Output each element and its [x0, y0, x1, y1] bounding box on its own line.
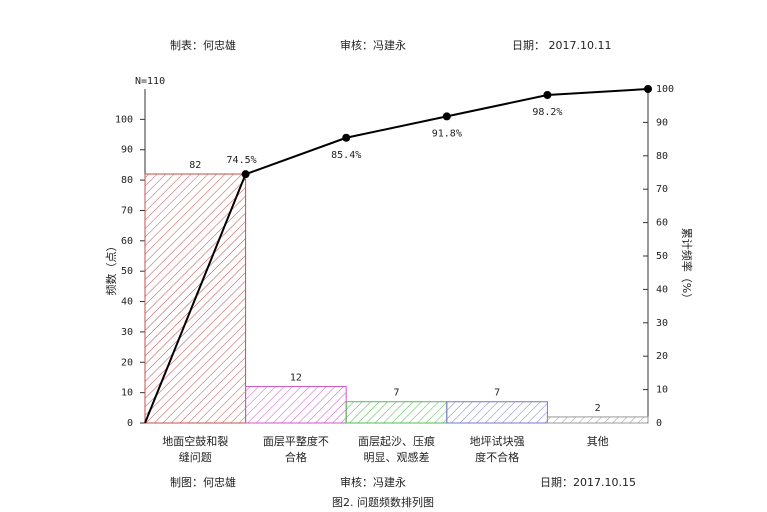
y-tick-label: 20 — [121, 357, 133, 368]
y2-tick-label: 0 — [656, 418, 662, 429]
bar — [546, 416, 649, 424]
y-tick-label: 0 — [127, 418, 133, 429]
y-axis-label: 频数（点） — [104, 241, 118, 296]
bar-value-label: 7 — [494, 388, 500, 399]
y2-tick-label: 60 — [656, 218, 668, 229]
x-tick-label: 地面空鼓和裂 — [162, 434, 228, 448]
x-tick-label: 合格 — [285, 450, 307, 464]
y2-tick-label: 10 — [656, 385, 668, 396]
y-tick-label: 60 — [121, 236, 133, 247]
cumulative-value-label: 91.8% — [432, 128, 462, 139]
y2-tick-label: 70 — [656, 184, 668, 195]
y-tick-label: 10 — [121, 388, 133, 399]
y2-tick-label: 50 — [656, 251, 668, 262]
cumulative-value-label: 98.2% — [532, 107, 562, 118]
x-tick-label: 缝问题 — [179, 450, 212, 464]
y2-tick-label: 80 — [656, 151, 668, 162]
cumulative-line — [144, 88, 649, 424]
y-tick-label: 70 — [121, 205, 133, 216]
y-tick-label: 100 — [115, 114, 133, 125]
y2-tick-label: 30 — [656, 318, 668, 329]
y-tick-label: 90 — [121, 145, 133, 156]
bar — [245, 386, 347, 424]
footer-maker: 制图：何忠雄 — [170, 475, 236, 489]
cumulative-point — [342, 133, 351, 142]
x-tick-label: 其他 — [587, 435, 609, 448]
cumulative-value-label: 85.4% — [331, 150, 361, 161]
x-tick-label: 度不合格 — [475, 450, 519, 464]
header-maker: 制表：何忠雄 — [170, 38, 236, 52]
caption: 图2. 问题频数排列图 — [332, 495, 434, 509]
cumulative-value-label: 74.5% — [227, 155, 257, 166]
y2-tick-label: 40 — [656, 284, 668, 295]
y-tick-label: 40 — [121, 297, 133, 308]
bar-value-label: 82 — [189, 160, 201, 171]
cumulative-point — [543, 91, 552, 100]
header-reviewer: 审核：冯建永 — [340, 38, 406, 52]
x-tick-label: 地坪试块强 — [470, 435, 525, 448]
y-tick-label: 30 — [121, 327, 133, 338]
bar — [446, 401, 548, 424]
bar-value-label: 7 — [393, 388, 399, 399]
y2-tick-label: 90 — [656, 117, 668, 128]
x-tick-label: 明显、观感差 — [364, 450, 430, 464]
bar-value-label: 12 — [290, 373, 302, 384]
x-tick-label: 面层起沙、压痕 — [358, 434, 435, 448]
bar — [345, 401, 448, 424]
cumulative-point — [442, 112, 451, 121]
y-tick-label: 80 — [121, 175, 133, 186]
header-date: 日期： 2017.10.11 — [512, 39, 611, 52]
x-tick-label: 面层平整度不 — [263, 434, 329, 448]
n-label: N=110 — [135, 76, 165, 87]
cumulative-point — [644, 85, 652, 93]
y2-tick-label: 100 — [656, 84, 674, 95]
bar-value-label: 2 — [595, 403, 601, 414]
y-tick-label: 50 — [121, 266, 133, 277]
cumulative-point — [241, 170, 250, 179]
y2-axis-label: 累计频率（%） — [680, 228, 694, 304]
y2-tick-label: 20 — [656, 351, 668, 362]
footer-date: 日期：2017.10.15 — [540, 476, 636, 489]
footer-reviewer: 审核：冯建永 — [340, 475, 406, 489]
